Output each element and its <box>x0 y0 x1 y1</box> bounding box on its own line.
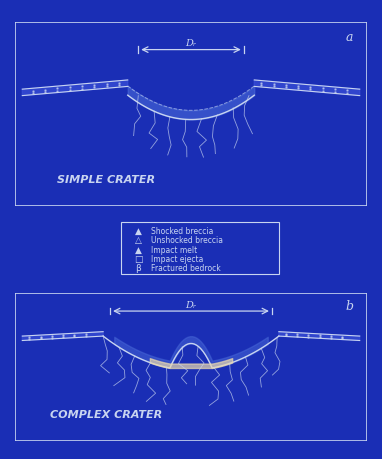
Text: ▲: ▲ <box>135 226 142 235</box>
Text: Impact melt: Impact melt <box>151 245 197 254</box>
Polygon shape <box>279 332 360 341</box>
Text: Dᵣ: Dᵣ <box>185 39 197 48</box>
Text: COMPLEX CRATER: COMPLEX CRATER <box>50 409 163 419</box>
Text: Shocked breccia: Shocked breccia <box>151 226 213 235</box>
Text: b: b <box>345 299 353 312</box>
Text: △: △ <box>135 235 142 245</box>
Text: a: a <box>345 31 353 44</box>
Text: ▲: ▲ <box>135 245 142 254</box>
Polygon shape <box>22 81 128 96</box>
Text: Unshocked breccia: Unshocked breccia <box>151 235 223 245</box>
Text: □: □ <box>134 254 142 263</box>
Text: Dᵣ: Dᵣ <box>185 300 197 309</box>
Text: SIMPLE CRATER: SIMPLE CRATER <box>57 174 155 185</box>
Text: Fractured bedrock: Fractured bedrock <box>151 263 220 273</box>
Bar <box>121 223 279 274</box>
Text: β: β <box>135 263 141 273</box>
Polygon shape <box>254 81 360 96</box>
Text: Impact ejecta: Impact ejecta <box>151 254 203 263</box>
Polygon shape <box>22 332 103 341</box>
